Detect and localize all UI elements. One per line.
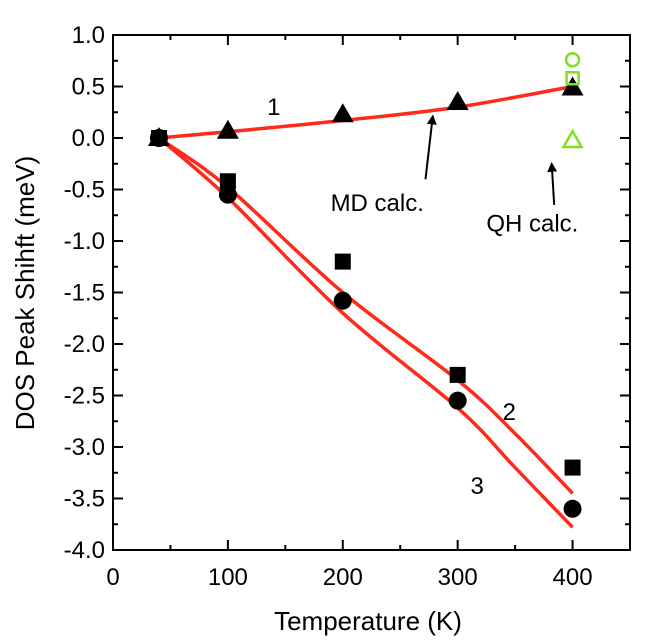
data-point-triangle	[331, 103, 354, 123]
data-point-square	[219, 173, 236, 190]
y-tick-label: -1.0	[64, 228, 105, 255]
y-tick-label: -4.0	[64, 537, 105, 564]
y-tick-label: -3.5	[64, 486, 105, 513]
annotation-arrow	[547, 161, 558, 206]
data-point-circle	[563, 499, 582, 518]
annotation-label: 1	[267, 94, 280, 121]
data-point-triangle	[446, 90, 469, 110]
x-tick-label: 300	[438, 564, 478, 591]
data-point-square	[564, 459, 581, 476]
y-tick-label: -1.5	[64, 280, 105, 307]
y-tick-label: -2.5	[64, 383, 105, 410]
data-point-triangle	[216, 119, 239, 139]
y-axis-title: DOS Peak Shihft (meV)	[10, 156, 40, 431]
annotation-label: MD calc.	[331, 190, 424, 217]
x-tick-label: 200	[323, 564, 363, 591]
x-tick-label: 0	[106, 564, 119, 591]
annotation-label: 3	[471, 473, 484, 500]
annotation-arrow	[424, 114, 437, 180]
data-point-square	[449, 366, 466, 383]
x-axis-title: Temperature (K)	[274, 606, 462, 636]
y-tick-label: -3.0	[64, 434, 105, 461]
y-tick-label: -0.5	[64, 177, 105, 204]
data-point-circle-open	[564, 51, 581, 68]
data-point-circle	[448, 391, 467, 410]
x-tick-label: 100	[208, 564, 248, 591]
data-point-triangle-open	[561, 128, 584, 149]
y-tick-label: -2.0	[64, 331, 105, 358]
data-point-square-open	[565, 71, 580, 86]
data-point-circle	[333, 291, 352, 310]
fit-line-1	[158, 84, 573, 140]
data-point-triangle	[561, 76, 584, 96]
data-point-square	[334, 253, 351, 270]
y-tick-label: 1.0	[72, 22, 105, 49]
data-point-circle	[218, 185, 237, 204]
y-tick-label: 0.0	[72, 125, 105, 152]
annotation-label: 2	[503, 399, 516, 426]
x-tick-label: 400	[553, 564, 593, 591]
y-tick-label: 0.5	[72, 74, 105, 101]
annotation-label: QH calc.	[486, 210, 578, 237]
data-point-circle	[149, 129, 168, 147]
